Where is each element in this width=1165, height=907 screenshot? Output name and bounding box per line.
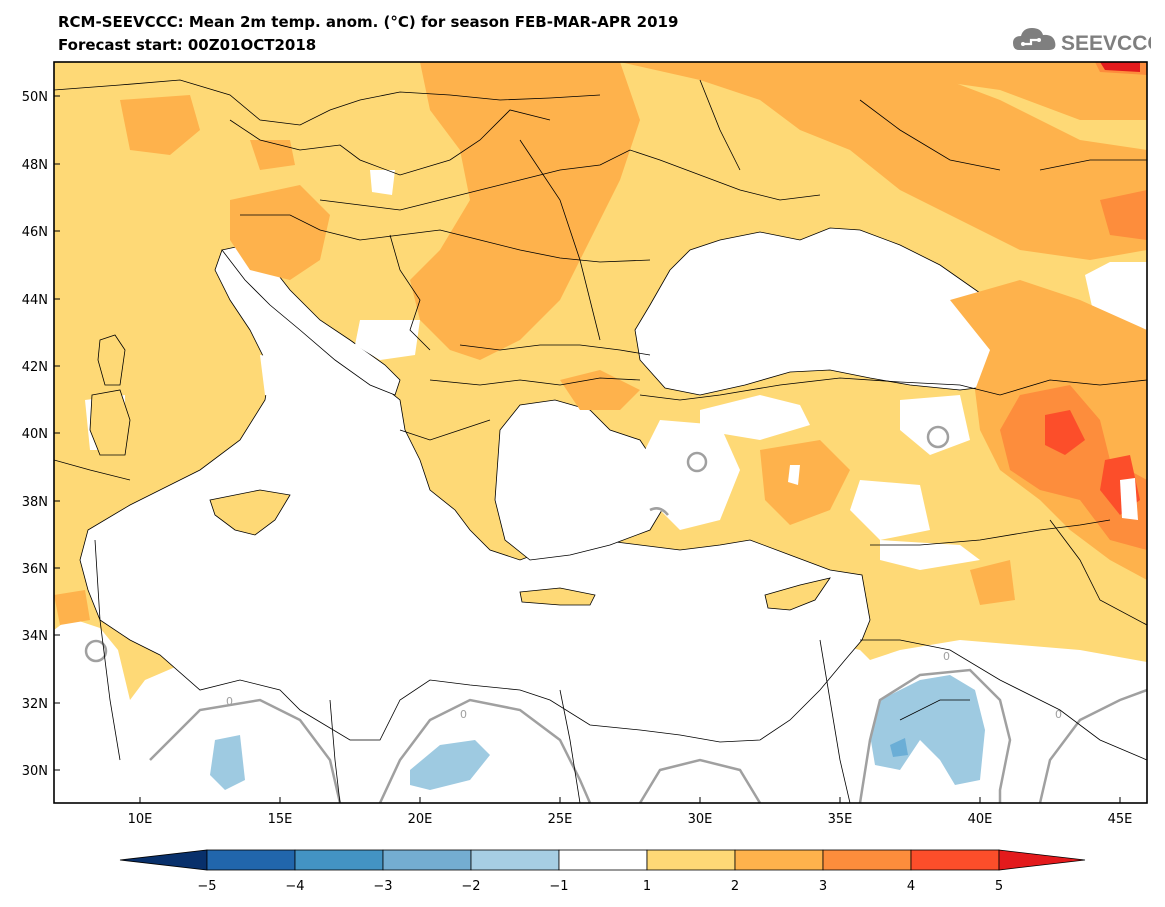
- seevccc-logo: SEEVCCC: [1013, 28, 1151, 55]
- map-title: RCM-SEEVCCC: Mean 2m temp. anom. (°C) fo…: [58, 13, 679, 31]
- colorbar-label: −2: [461, 879, 480, 894]
- lat-label: 42N: [22, 360, 48, 375]
- zero-contours: [84, 425, 1147, 803]
- colorbar-segment: [558, 849, 648, 871]
- colorbar-label: −1: [549, 879, 568, 894]
- contour-labels: 0 0 0 0: [226, 650, 1062, 721]
- neutral-patches: [85, 170, 1138, 598]
- contour-label: 0: [943, 650, 950, 663]
- lat-label: 32N: [22, 697, 48, 712]
- colorbar-segment: [910, 849, 1000, 871]
- colorbar-label: 5: [995, 879, 1003, 894]
- cold-anomaly-2-3-zone: [890, 738, 908, 757]
- colorbar-segment: [382, 849, 472, 871]
- lat-label: 50N: [22, 90, 48, 105]
- map-area: 0 0 0 0: [54, 62, 1147, 803]
- colorbar-segment: [646, 849, 736, 871]
- longitude-labels: 10E 15E 20E 25E 30E 35E 40E 45E: [128, 812, 1133, 827]
- colorbar-segment: [294, 849, 384, 871]
- lon-label: 45E: [1108, 812, 1133, 827]
- colorbar-label: −5: [197, 879, 216, 894]
- colorbar-segment: [998, 849, 1086, 871]
- colorbar: [119, 849, 1086, 871]
- logo-text: SEEVCCC: [1061, 32, 1151, 55]
- lon-label: 40E: [968, 812, 993, 827]
- colorbar-segment: [470, 849, 560, 871]
- lon-label: 20E: [408, 812, 433, 827]
- contour-label: 0: [460, 708, 467, 721]
- colorbar-label: 2: [731, 879, 739, 894]
- colorbar-labels: −5 −4 −3 −2 −1 1 2 3 4 5: [197, 879, 1003, 894]
- colorbar-label: −3: [373, 879, 392, 894]
- colorbar-segment: [206, 849, 296, 871]
- axis-ticks: [54, 95, 1121, 803]
- lon-label: 35E: [828, 812, 853, 827]
- lon-label: 10E: [128, 812, 153, 827]
- colorbar-segment: [734, 849, 824, 871]
- colorbar-segment: [119, 849, 208, 871]
- lat-label: 30N: [22, 764, 48, 779]
- colorbar-segment: [822, 849, 912, 871]
- colorbar-label: 4: [907, 879, 915, 894]
- lat-label: 48N: [22, 158, 48, 173]
- map-frame: [53, 61, 1148, 804]
- lat-label: 36N: [22, 562, 48, 577]
- cold-anomaly-zones: [210, 675, 985, 790]
- colorbar-label: 1: [643, 879, 651, 894]
- contour-label: 0: [1055, 708, 1062, 721]
- country-borders: [54, 79, 1147, 803]
- lat-label: 38N: [22, 495, 48, 510]
- lat-label: 40N: [22, 427, 48, 442]
- lat-label: 46N: [22, 225, 48, 240]
- colorbar-label: −4: [285, 879, 304, 894]
- lat-label: 44N: [22, 293, 48, 308]
- lon-label: 30E: [688, 812, 713, 827]
- contour-label: 0: [226, 695, 233, 708]
- anomaly-5-plus-zones: [1100, 62, 1140, 72]
- cloud-icon: [1013, 28, 1056, 50]
- lon-label: 25E: [548, 812, 573, 827]
- lat-label: 34N: [22, 629, 48, 644]
- latitude-labels: 50N 48N 46N 44N 42N 40N 38N 36N 34N 32N …: [22, 90, 48, 779]
- islands: [89, 334, 831, 611]
- lon-label: 15E: [268, 812, 293, 827]
- forecast-start: Forecast start: 00Z01OCT2018: [58, 36, 317, 54]
- colorbar-label: 3: [819, 879, 827, 894]
